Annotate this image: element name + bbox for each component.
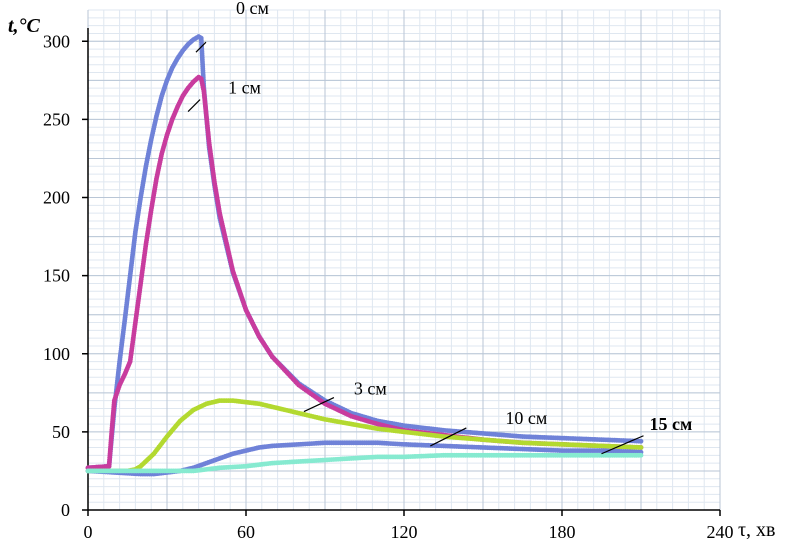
series-label: 1 см — [228, 78, 261, 98]
data-point — [638, 452, 644, 458]
x-axis-label: τ, хв — [738, 519, 775, 541]
y-tick-label: 300 — [43, 31, 70, 51]
x-tick-label: 180 — [549, 522, 576, 542]
axes — [82, 28, 721, 516]
series-label: 3 см — [354, 379, 387, 399]
y-tick-label: 100 — [43, 344, 70, 364]
annotation-leader — [303, 397, 335, 413]
data-point — [638, 445, 644, 450]
tick-labels: 0 60 120 180 240 0 50 100 150 200 250 300 — [43, 31, 734, 542]
series-label: 0 см — [236, 0, 269, 18]
y-tick-label: 150 — [43, 266, 70, 286]
series-label: 10 см — [505, 408, 547, 428]
series-1 — [85, 74, 644, 471]
annotation-leader — [187, 99, 201, 112]
y-tick-label: 200 — [43, 188, 70, 208]
y-tick-label: 250 — [43, 109, 70, 129]
data-point — [638, 438, 644, 444]
y-axis-label: t,°C — [8, 15, 41, 37]
series-layer — [85, 34, 644, 477]
annotation-layer: 0 см 1 см 3 см 10 см 15 см — [187, 0, 693, 455]
y-tick-label: 0 — [61, 500, 70, 520]
series-3 — [85, 440, 644, 477]
y-tick-label: 50 — [52, 422, 70, 442]
x-tick-label: 240 — [707, 522, 734, 542]
series-label: 15 см — [650, 414, 693, 434]
x-tick-label: 0 — [84, 522, 93, 542]
series-4 — [85, 452, 644, 474]
annotation-leader — [601, 435, 644, 455]
x-tick-label: 60 — [237, 522, 255, 542]
annotation-leader — [195, 41, 207, 53]
x-tick-label: 120 — [391, 522, 418, 542]
annotation-leader — [430, 427, 467, 447]
